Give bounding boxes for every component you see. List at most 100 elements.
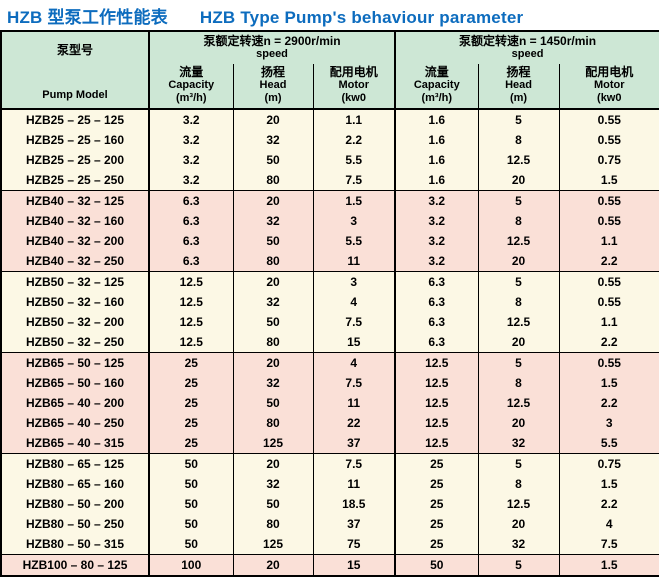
table-row: HZB80 – 50 – 315 50 125 75 25 32 7.5 xyxy=(1,534,659,555)
table-row: HZB80 – 50 – 200 50 50 18.5 25 12.5 2.2 xyxy=(1,494,659,514)
value-cell: 32 xyxy=(233,474,314,494)
value-cell: 3.2 xyxy=(395,190,479,211)
capacity-2900-header: 流量 Capacity (m³/h) xyxy=(149,63,234,111)
pump-model-cell: HZB80 – 65 – 125 xyxy=(1,453,150,474)
value-cell: 8 xyxy=(478,130,560,150)
value-cell: 8 xyxy=(478,292,560,312)
value-cell: 25 xyxy=(149,352,234,373)
pump-model-cell: HZB65 – 40 – 315 xyxy=(1,433,150,454)
value-cell: 12.5 xyxy=(478,312,560,332)
value-cell: 20 xyxy=(233,109,314,130)
value-cell: 3.2 xyxy=(395,231,479,251)
table-row: HZB25 – 25 – 250 3.2 80 7.5 1.6 20 1.5 xyxy=(1,170,659,191)
value-cell: 3 xyxy=(313,211,397,231)
value-cell: 20 xyxy=(478,332,560,353)
value-cell: 25 xyxy=(395,514,479,534)
value-cell: 20 xyxy=(233,453,314,474)
value-cell: 0.55 xyxy=(559,109,659,130)
value-cell: 7.5 xyxy=(313,170,397,191)
value-cell: 12.5 xyxy=(149,332,234,353)
value-cell: 37 xyxy=(313,514,397,534)
value-cell: 8 xyxy=(478,373,560,393)
value-cell: 2.2 xyxy=(313,130,397,150)
capacity-unit: (m³/h) xyxy=(175,92,207,105)
value-cell: 50 xyxy=(233,231,314,251)
value-cell: 20 xyxy=(233,352,314,373)
value-cell: 25 xyxy=(149,413,234,433)
table-row: HZB65 – 40 – 200 25 50 11 12.5 12.5 2.2 xyxy=(1,393,659,413)
value-cell: 1.6 xyxy=(395,130,479,150)
value-cell: 6.3 xyxy=(149,231,234,251)
pump-model-cell: HZB25 – 25 – 200 xyxy=(1,150,150,170)
value-cell: 50 xyxy=(149,474,234,494)
value-cell: 25 xyxy=(395,494,479,514)
value-cell: 3 xyxy=(559,413,659,433)
table-row: HZB80 – 50 – 250 50 80 37 25 20 4 xyxy=(1,514,659,534)
value-cell: 4 xyxy=(559,514,659,534)
section-header-1450: 泵额定转速n = 1450r/min speed xyxy=(395,31,659,64)
value-cell: 50 xyxy=(149,453,234,474)
value-cell: 1.5 xyxy=(559,373,659,393)
section-header-2900: 泵额定转速n = 2900r/min speed xyxy=(149,31,397,64)
value-cell: 6.3 xyxy=(149,211,234,231)
pump-model-cell: HZB25 – 25 – 125 xyxy=(1,109,150,130)
value-cell: 6.3 xyxy=(395,271,479,292)
value-cell: 2.2 xyxy=(559,251,659,272)
section-2900-speed-word: speed xyxy=(256,48,288,61)
value-cell: 11 xyxy=(313,393,397,413)
value-cell: 7.5 xyxy=(313,373,397,393)
pump-model-header-zh: 泵型号 xyxy=(56,43,93,57)
value-cell: 6.3 xyxy=(395,312,479,332)
capacity-zh: 流量 xyxy=(179,65,204,80)
motor-unit: (kw0 xyxy=(341,92,366,105)
pump-model-header-cell: 泵型号 Pump Model xyxy=(1,31,150,110)
motor-2900-header: 配用电机 Motor (kw0 xyxy=(313,63,397,111)
table-row: HZB80 – 65 – 125 50 20 7.5 25 5 0.75 xyxy=(1,453,659,474)
value-cell: 20 xyxy=(233,554,314,576)
value-cell: 125 xyxy=(233,433,314,454)
value-cell: 32 xyxy=(233,292,314,312)
value-cell: 15 xyxy=(313,332,397,353)
value-cell: 7.5 xyxy=(559,534,659,555)
value-cell: 6.3 xyxy=(149,251,234,272)
table-header: 泵型号 Pump Model 泵额定转速n = 2900r/min speed … xyxy=(1,31,659,111)
table-row: HZB40 – 32 – 160 6.3 32 3 3.2 8 0.55 xyxy=(1,211,659,231)
table-row: HZB50 – 32 – 200 12.5 50 7.5 6.3 12.5 1.1 xyxy=(1,312,659,332)
pump-model-cell: HZB50 – 32 – 250 xyxy=(1,332,150,353)
value-cell: 12.5 xyxy=(149,312,234,332)
value-cell: 6.3 xyxy=(395,292,479,312)
value-cell: 20 xyxy=(478,514,560,534)
motor-1450-header: 配用电机 Motor (kw0 xyxy=(559,63,659,111)
head-en: Head xyxy=(259,79,287,92)
value-cell: 32 xyxy=(478,534,560,555)
table-row: HZB40 – 32 – 125 6.3 20 1.5 3.2 5 0.55 xyxy=(1,190,659,211)
value-cell: 7.5 xyxy=(313,453,397,474)
value-cell: 6.3 xyxy=(149,190,234,211)
value-cell: 5.5 xyxy=(313,231,397,251)
pump-model-cell: HZB50 – 32 – 160 xyxy=(1,292,150,312)
value-cell: 3.2 xyxy=(149,170,234,191)
pump-model-cell: HZB80 – 50 – 250 xyxy=(1,514,150,534)
value-cell: 20 xyxy=(233,271,314,292)
pump-model-cell: HZB65 – 40 – 250 xyxy=(1,413,150,433)
value-cell: 18.5 xyxy=(313,494,397,514)
value-cell: 8 xyxy=(478,211,560,231)
value-cell: 12.5 xyxy=(478,150,560,170)
value-cell: 25 xyxy=(395,474,479,494)
value-cell: 37 xyxy=(313,433,397,454)
pump-model-cell: HZB100 – 80 – 125 xyxy=(1,554,150,576)
value-cell: 12.5 xyxy=(478,231,560,251)
value-cell: 0.55 xyxy=(559,271,659,292)
value-cell: 80 xyxy=(233,332,314,353)
table-row: HZB65 – 50 – 160 25 32 7.5 12.5 8 1.5 xyxy=(1,373,659,393)
value-cell: 0.55 xyxy=(559,352,659,373)
section-2900-speed-label: 泵额定转速n = 2900r/min xyxy=(203,34,341,49)
motor-unit: (kw0 xyxy=(597,92,622,105)
value-cell: 25 xyxy=(395,453,479,474)
value-cell: 25 xyxy=(149,433,234,454)
head-en: Head xyxy=(505,79,532,92)
value-cell: 11 xyxy=(313,251,397,272)
value-cell: 12.5 xyxy=(395,433,479,454)
value-cell: 25 xyxy=(149,373,234,393)
